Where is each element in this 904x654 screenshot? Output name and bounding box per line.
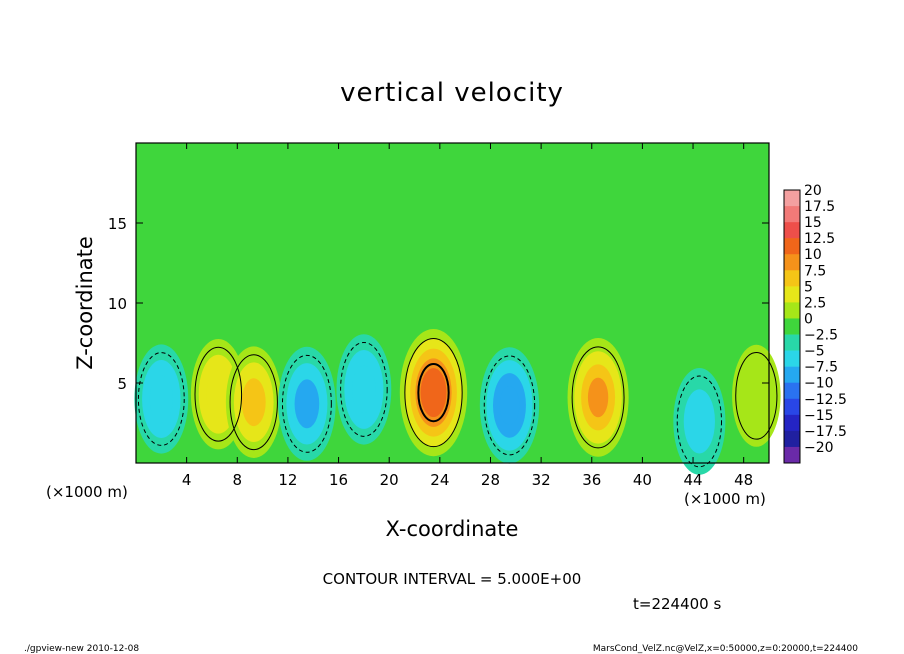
colorbar-label-5: 7.5 bbox=[804, 263, 826, 279]
x-tick-label-4: 20 bbox=[380, 471, 399, 489]
x-tick-label-9: 40 bbox=[633, 471, 652, 489]
velocity-cells bbox=[134, 329, 781, 475]
x-tick-label-1: 8 bbox=[233, 471, 243, 489]
y-tick-label-0: 5 bbox=[117, 375, 127, 393]
contour-line-2 bbox=[229, 354, 278, 451]
velocity-cell-9-level-1 bbox=[732, 344, 781, 447]
contour-line-9 bbox=[735, 351, 778, 440]
time-label: t=224400 s bbox=[633, 595, 721, 613]
colorbar-swatch-9 bbox=[784, 334, 800, 351]
velocity-cell-1-level-3 bbox=[206, 370, 231, 418]
colorbar-swatch-7 bbox=[784, 302, 800, 319]
contour-line-7 bbox=[571, 346, 625, 449]
colorbar-label-4: 10 bbox=[804, 247, 822, 263]
contour-line-3 bbox=[281, 354, 332, 453]
colorbar-swatch-11 bbox=[784, 366, 800, 384]
colorbar-label-0: 20 bbox=[804, 183, 822, 199]
colorbar-swatch-16 bbox=[784, 446, 800, 464]
contour-line-0 bbox=[137, 352, 185, 446]
x-axis-ticks: 4 8 12 16 20 24 28 32 36 40 44 48 bbox=[182, 143, 753, 489]
x-tick-label-0: 4 bbox=[182, 471, 192, 489]
velocity-cell-7-level-4 bbox=[587, 377, 609, 418]
velocity-cell-0-level-3 bbox=[149, 375, 173, 423]
colorbar-swatch-14 bbox=[784, 414, 800, 432]
x-tick-label-3: 16 bbox=[329, 471, 348, 489]
colorbar-label-9: −2.5 bbox=[804, 328, 838, 344]
x-tick-label-2: 12 bbox=[278, 471, 297, 489]
contour-interval-label: CONTOUR INTERVAL = 5.000E+00 bbox=[323, 570, 582, 588]
colorbar-swatch-10 bbox=[784, 350, 800, 367]
colorbar-label-10: −5 bbox=[804, 344, 825, 360]
colorbar-label-16: −20 bbox=[804, 440, 834, 456]
colorbar-swatch-0 bbox=[784, 190, 800, 207]
colorbar-swatch-2 bbox=[784, 222, 800, 239]
x-tick-label-8: 36 bbox=[582, 471, 601, 489]
velocity-cell-5-level-6 bbox=[425, 377, 442, 408]
y-axis-label: Z-coordinate bbox=[73, 236, 97, 370]
x-unit-right: (×1000 m) bbox=[684, 490, 766, 508]
x-tick-label-6: 28 bbox=[481, 471, 500, 489]
x-axis-label: X-coordinate bbox=[386, 517, 519, 541]
colorbar-swatch-4 bbox=[784, 254, 800, 271]
contour-line-4 bbox=[340, 341, 388, 437]
colorbar-swatch-1 bbox=[784, 206, 800, 223]
contour-line-strong-5 bbox=[417, 362, 450, 423]
velocity-cell-3-level-3 bbox=[294, 379, 320, 429]
contour-line-5 bbox=[404, 338, 463, 448]
velocity-cell-2-level-3 bbox=[241, 378, 266, 427]
colorbar-label-14: −15 bbox=[804, 408, 834, 424]
x-tick-label-10: 44 bbox=[683, 471, 702, 489]
x-tick-label-5: 24 bbox=[430, 471, 449, 489]
colorbar-label-11: −7.5 bbox=[804, 360, 838, 376]
colorbar-swatch-12 bbox=[784, 382, 800, 400]
colorbar-label-1: 17.5 bbox=[804, 199, 835, 215]
colorbar-swatch-6 bbox=[784, 286, 800, 303]
contour-line-6 bbox=[483, 355, 536, 456]
colorbar-label-2: 15 bbox=[804, 215, 822, 231]
colorbar-label-6: 5 bbox=[804, 279, 813, 295]
y-tick-label-1: 10 bbox=[108, 295, 127, 313]
colorbar: 2017.51512.5107.552.50−2.5−5−7.5−10−12.5… bbox=[783, 183, 847, 464]
colorbar-label-12: −10 bbox=[804, 376, 834, 392]
x-tick-label-11: 48 bbox=[734, 471, 753, 489]
y-tick-label-2: 15 bbox=[108, 215, 127, 233]
contour-line-1 bbox=[194, 346, 243, 442]
velocity-cell-4-level-3 bbox=[352, 365, 376, 414]
colorbar-label-7: 2.5 bbox=[804, 295, 826, 311]
x-tick-label-7: 32 bbox=[532, 471, 551, 489]
velocity-cell-6-level-4 bbox=[499, 386, 520, 425]
y-axis-ticks: 5 10 15 bbox=[108, 215, 769, 393]
colorbar-swatch-3 bbox=[784, 238, 800, 255]
colorbar-label-15: −17.5 bbox=[804, 424, 847, 440]
colorbar-frame bbox=[783, 189, 801, 464]
colorbar-swatch-13 bbox=[784, 398, 800, 416]
x-unit-left: (×1000 m) bbox=[46, 483, 128, 501]
colorbar-swatch-8 bbox=[784, 318, 800, 335]
colorbar-label-8: 0 bbox=[804, 311, 813, 327]
colorbar-label-13: −12.5 bbox=[804, 392, 847, 408]
contour-line-8 bbox=[676, 375, 723, 468]
chart-title: vertical velocity bbox=[340, 78, 564, 108]
colorbar-label-3: 12.5 bbox=[804, 231, 835, 247]
footer-left: ./gpview-new 2010-12-08 bbox=[24, 644, 139, 654]
velocity-cell-8-level-2 bbox=[683, 389, 715, 454]
colorbar-swatch-15 bbox=[784, 430, 800, 448]
footer-right: MarsCond_VelZ.nc@VelZ,x=0:50000,z=0:2000… bbox=[593, 644, 858, 654]
colorbar-swatch-5 bbox=[784, 270, 800, 287]
contour-lines bbox=[137, 338, 778, 468]
